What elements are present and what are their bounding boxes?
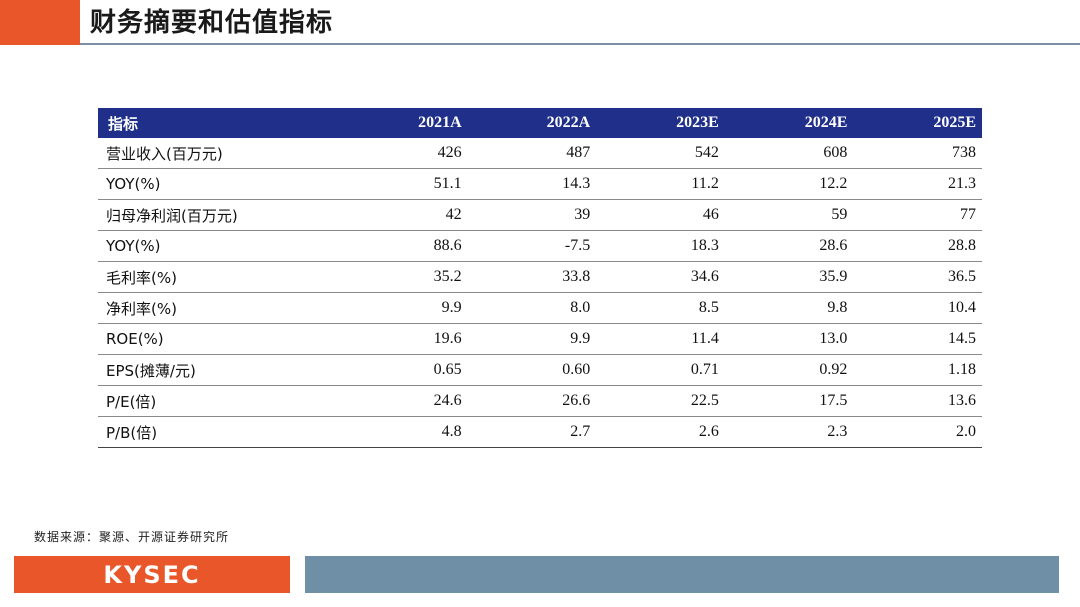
table-cell: 14.3 bbox=[467, 168, 597, 200]
table-cell: 1.18 bbox=[853, 354, 982, 386]
table-cell: 21.3 bbox=[853, 168, 982, 200]
table-cell: 51.1 bbox=[339, 168, 468, 200]
table-cell: 10.4 bbox=[853, 292, 982, 324]
table-cell: 46 bbox=[596, 199, 725, 231]
table-cell: 0.65 bbox=[339, 354, 468, 386]
table-cell: 35.9 bbox=[724, 261, 854, 293]
table-cell: 18.3 bbox=[596, 230, 725, 262]
row-label: P/B(倍) bbox=[98, 416, 340, 448]
table-cell: 8.5 bbox=[596, 292, 725, 324]
table-cell: 426 bbox=[339, 138, 468, 169]
column-header: 2025E bbox=[853, 108, 982, 138]
logo-text: KYSEC bbox=[103, 560, 201, 589]
table-cell: 28.6 bbox=[724, 230, 854, 262]
page-title: 财务摘要和估值指标 bbox=[90, 8, 334, 38]
table-cell: 24.6 bbox=[339, 385, 468, 417]
column-header: 2022A bbox=[467, 108, 597, 138]
title-divider bbox=[80, 43, 1080, 45]
row-label: EPS(摊薄/元) bbox=[98, 354, 340, 386]
table-cell: 11.4 bbox=[596, 323, 725, 355]
table-cell: 487 bbox=[467, 138, 597, 169]
table-row: EPS(摊薄/元) 0.65 0.60 0.71 0.92 1.18 bbox=[98, 354, 982, 386]
table-cell: 22.5 bbox=[596, 385, 725, 417]
financial-table-container: 指标 2021A 2022A 2023E 2024E 2025E 营业收入(百万… bbox=[98, 108, 982, 448]
table-cell: 738 bbox=[853, 138, 982, 169]
table-cell: 9.9 bbox=[467, 323, 597, 355]
table-cell: 9.9 bbox=[339, 292, 468, 324]
table-cell: -7.5 bbox=[467, 230, 597, 262]
table-cell: 9.8 bbox=[724, 292, 854, 324]
table-header-row: 指标 2021A 2022A 2023E 2024E 2025E bbox=[98, 108, 982, 138]
table-cell: 12.2 bbox=[724, 168, 854, 200]
table-row: 净利率(%) 9.9 8.0 8.5 9.8 10.4 bbox=[98, 292, 982, 324]
table-cell: 36.5 bbox=[853, 261, 982, 293]
table-cell: 14.5 bbox=[853, 323, 982, 355]
table-row: P/E(倍) 24.6 26.6 22.5 17.5 13.6 bbox=[98, 385, 982, 417]
data-source-note: 数据来源：聚源、开源证券研究所 bbox=[34, 530, 230, 544]
row-label: 毛利率(%) bbox=[98, 261, 340, 293]
row-label: 归母净利润(百万元) bbox=[98, 199, 340, 231]
row-label: P/E(倍) bbox=[98, 385, 340, 417]
table-cell: 2.3 bbox=[724, 416, 854, 448]
column-header: 2021A bbox=[339, 108, 468, 138]
title-accent-block bbox=[0, 0, 80, 45]
row-label: 营业收入(百万元) bbox=[98, 138, 340, 169]
table-cell: 2.0 bbox=[853, 416, 982, 448]
table-cell: 4.8 bbox=[339, 416, 468, 448]
column-header: 2024E bbox=[724, 108, 854, 138]
table-row: 营业收入(百万元) 426 487 542 608 738 bbox=[98, 138, 982, 169]
table-row: P/B(倍) 4.8 2.7 2.6 2.3 2.0 bbox=[98, 416, 982, 448]
row-label: ROE(%) bbox=[98, 323, 340, 355]
table-row: YOY(%) 88.6 -7.5 18.3 28.6 28.8 bbox=[98, 230, 982, 262]
table-row: 归母净利润(百万元) 42 39 46 59 77 bbox=[98, 199, 982, 231]
table-cell: 28.8 bbox=[853, 230, 982, 262]
row-label: YOY(%) bbox=[98, 168, 340, 200]
table-cell: 34.6 bbox=[596, 261, 725, 293]
table-cell: 13.6 bbox=[853, 385, 982, 417]
table-cell: 13.0 bbox=[724, 323, 854, 355]
table-cell: 542 bbox=[596, 138, 725, 169]
table-cell: 2.6 bbox=[596, 416, 725, 448]
footer-bar bbox=[305, 556, 1059, 593]
table-cell: 0.92 bbox=[724, 354, 854, 386]
table-body: 营业收入(百万元) 426 487 542 608 738 YOY(%) 51.1 14.3 11… bbox=[98, 138, 982, 448]
row-label: 净利率(%) bbox=[98, 292, 340, 324]
table-row: 毛利率(%) 35.2 33.8 34.6 35.9 36.5 bbox=[98, 261, 982, 293]
table-row: YOY(%) 51.1 14.3 11.2 12.2 21.3 bbox=[98, 168, 982, 200]
column-header: 指标 bbox=[98, 108, 340, 138]
table-cell: 17.5 bbox=[724, 385, 854, 417]
column-header: 2023E bbox=[596, 108, 725, 138]
kysec-logo: KYSEC bbox=[14, 556, 290, 593]
table-cell: 0.71 bbox=[596, 354, 725, 386]
table-cell: 608 bbox=[724, 138, 854, 169]
table-cell: 42 bbox=[339, 199, 468, 231]
table-cell: 59 bbox=[724, 199, 854, 231]
table-cell: 19.6 bbox=[339, 323, 468, 355]
row-label: YOY(%) bbox=[98, 230, 340, 262]
table-cell: 77 bbox=[853, 199, 982, 231]
table-cell: 35.2 bbox=[339, 261, 468, 293]
table-cell: 11.2 bbox=[596, 168, 725, 200]
table-cell: 2.7 bbox=[467, 416, 597, 448]
table-cell: 0.60 bbox=[467, 354, 597, 386]
table-cell: 26.6 bbox=[467, 385, 597, 417]
table-cell: 88.6 bbox=[339, 230, 468, 262]
table-cell: 33.8 bbox=[467, 261, 597, 293]
table-cell: 39 bbox=[467, 199, 597, 231]
financial-summary-table: 指标 2021A 2022A 2023E 2024E 2025E 营业收入(百万… bbox=[98, 108, 982, 448]
table-row: ROE(%) 19.6 9.9 11.4 13.0 14.5 bbox=[98, 323, 982, 355]
table-cell: 8.0 bbox=[467, 292, 597, 324]
